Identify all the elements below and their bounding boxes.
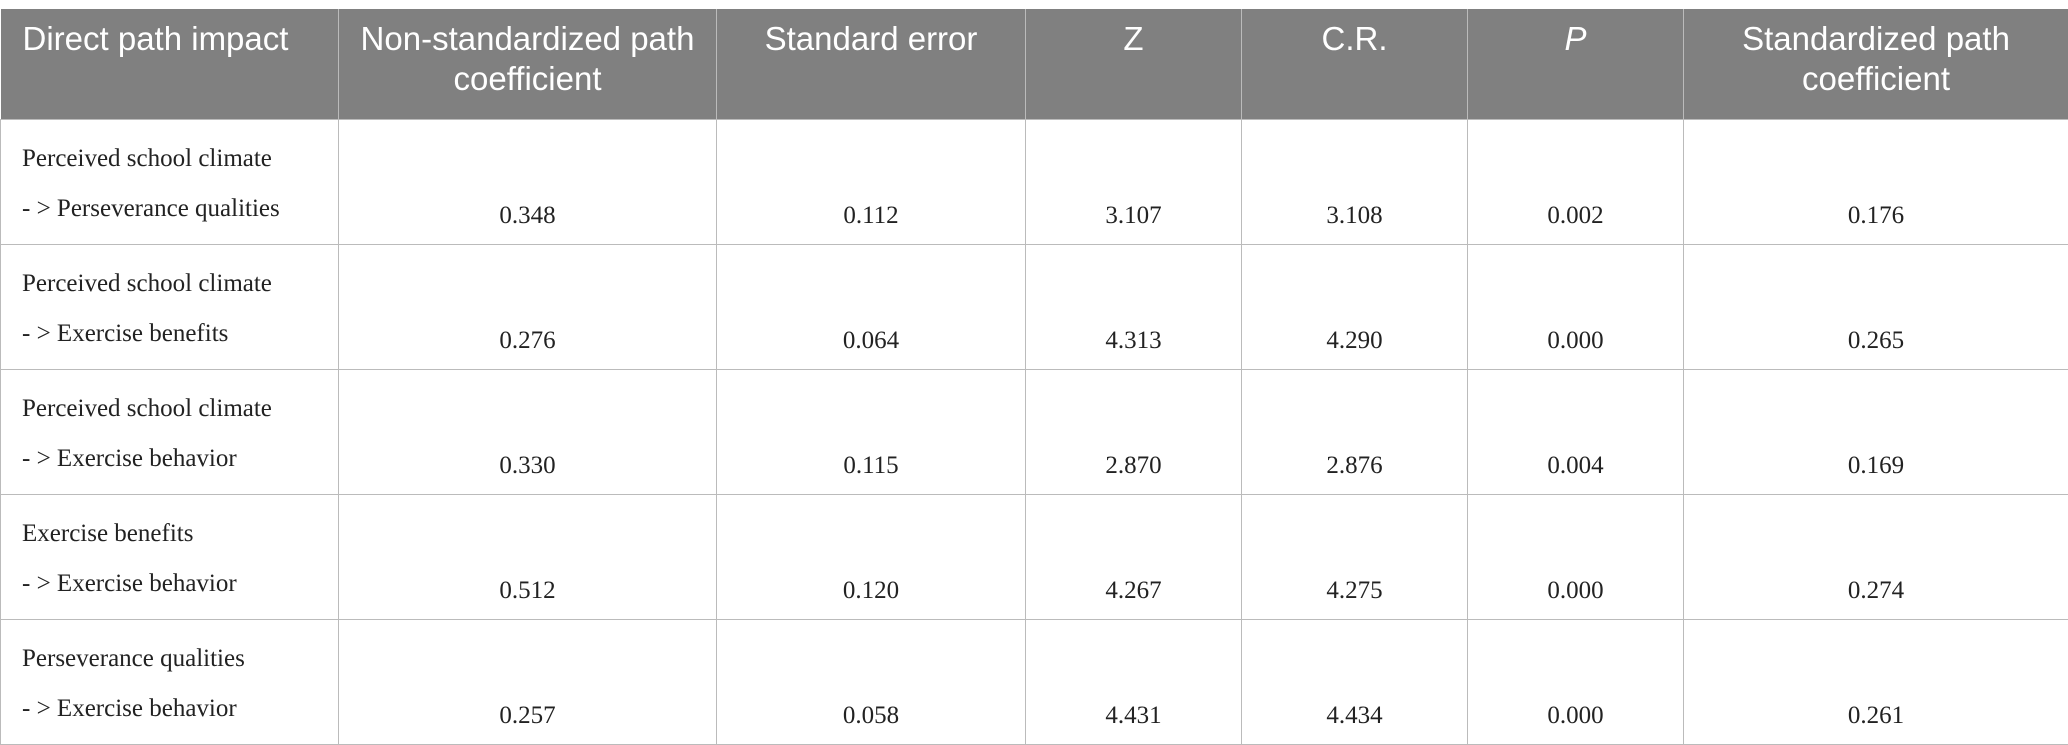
header-cell: Direct path impact	[1, 9, 339, 119]
value-cell: 4.313	[1026, 244, 1242, 369]
value-cell: 0.261	[1684, 619, 2068, 744]
value-cell: 0.000	[1468, 494, 1684, 619]
value-cell: 4.267	[1026, 494, 1242, 619]
value-cell: 0.348	[339, 119, 717, 244]
header-cell: P	[1468, 9, 1684, 119]
value-cell: 4.290	[1242, 244, 1468, 369]
value-cell: 2.870	[1026, 369, 1242, 494]
path-label-line: - > Exercise behavior	[22, 434, 328, 484]
value-cell: 0.512	[339, 494, 717, 619]
value-cell: 0.002	[1468, 119, 1684, 244]
value-cell: 0.257	[339, 619, 717, 744]
path-label-cell: Perseverance qualities- > Exercise behav…	[1, 619, 339, 744]
path-label-cell: Perceived school climate- > Exercise ben…	[1, 244, 339, 369]
value-cell: 0.265	[1684, 244, 2068, 369]
value-cell: 0.176	[1684, 119, 2068, 244]
value-cell: 2.876	[1242, 369, 1468, 494]
value-cell: 0.064	[717, 244, 1026, 369]
header-cell: C.R.	[1242, 9, 1468, 119]
header-cell: Standard error	[717, 9, 1026, 119]
value-cell: 0.274	[1684, 494, 2068, 619]
path-label-line: Perseverance qualities	[22, 634, 328, 684]
value-cell: 0.058	[717, 619, 1026, 744]
path-label-line: - > Perseverance qualities	[22, 184, 328, 234]
table-row: Perceived school climate- > Exercise beh…	[1, 369, 2068, 494]
table-row: Perceived school climate- > Perseverance…	[1, 119, 2068, 244]
value-cell: 4.275	[1242, 494, 1468, 619]
path-label-line: Perceived school climate	[22, 134, 328, 184]
path-label-line: - > Exercise behavior	[22, 559, 328, 609]
path-label-cell: Exercise benefits- > Exercise behavior	[1, 494, 339, 619]
value-cell: 3.107	[1026, 119, 1242, 244]
path-label-line: - > Exercise behavior	[22, 684, 328, 734]
path-label-line: - > Exercise benefits	[22, 309, 328, 359]
value-cell: 0.112	[717, 119, 1026, 244]
header-cell: Non-standardized path coefficient	[339, 9, 717, 119]
path-label-cell: Perceived school climate- > Exercise beh…	[1, 369, 339, 494]
value-cell: 3.108	[1242, 119, 1468, 244]
value-cell: 0.115	[717, 369, 1026, 494]
table-row: Perceived school climate- > Exercise ben…	[1, 244, 2068, 369]
table-row: Perseverance qualities- > Exercise behav…	[1, 619, 2068, 744]
value-cell: 0.169	[1684, 369, 2068, 494]
value-cell: 0.000	[1468, 619, 1684, 744]
value-cell: 0.276	[339, 244, 717, 369]
value-cell: 0.004	[1468, 369, 1684, 494]
value-cell: 4.434	[1242, 619, 1468, 744]
path-label-cell: Perceived school climate- > Perseverance…	[1, 119, 339, 244]
value-cell: 4.431	[1026, 619, 1242, 744]
header-cell: Standardized path coefficient	[1684, 9, 2068, 119]
path-label-line: Perceived school climate	[22, 384, 328, 434]
value-cell: 0.000	[1468, 244, 1684, 369]
value-cell: 0.330	[339, 369, 717, 494]
path-label-line: Perceived school climate	[22, 259, 328, 309]
header-cell: Z	[1026, 9, 1242, 119]
path-label-line: Exercise benefits	[22, 509, 328, 559]
table-body: Perceived school climate- > Perseverance…	[1, 119, 2068, 744]
value-cell: 0.120	[717, 494, 1026, 619]
